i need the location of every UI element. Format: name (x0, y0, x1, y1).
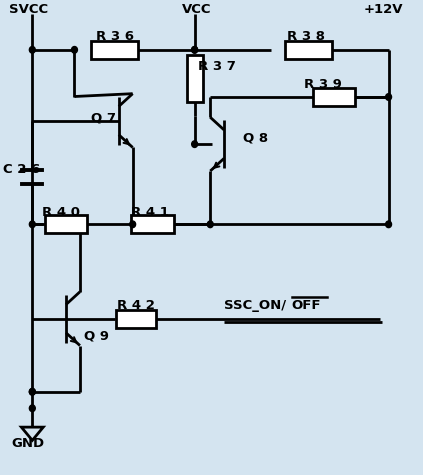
Text: +12V: +12V (363, 3, 403, 16)
Bar (187, 55, 203, 102)
Circle shape (192, 141, 198, 147)
Circle shape (192, 47, 198, 53)
Text: R 4 2: R 4 2 (117, 299, 155, 312)
Text: R 4 0: R 4 0 (42, 206, 80, 219)
Circle shape (29, 221, 35, 228)
Circle shape (29, 47, 35, 53)
Text: R 3 7: R 3 7 (198, 60, 236, 73)
Bar (132, 215, 173, 233)
Circle shape (207, 221, 213, 228)
Circle shape (130, 221, 136, 228)
Text: OFF: OFF (291, 299, 321, 312)
Bar (115, 310, 156, 328)
Circle shape (29, 405, 35, 411)
Circle shape (29, 389, 35, 395)
Circle shape (29, 389, 35, 395)
Text: R 3 9: R 3 9 (304, 77, 342, 91)
Text: R 4 1: R 4 1 (131, 206, 168, 219)
Text: VCC: VCC (182, 3, 212, 16)
Circle shape (386, 221, 392, 228)
Text: Q 8: Q 8 (243, 132, 268, 145)
Circle shape (192, 47, 198, 53)
Bar (91, 41, 138, 59)
Bar (313, 88, 355, 106)
Text: Q 7: Q 7 (91, 112, 116, 124)
Bar (285, 41, 332, 59)
Text: GND: GND (11, 437, 44, 450)
Text: SSC_ON/: SSC_ON/ (224, 299, 286, 312)
Circle shape (71, 47, 77, 53)
Text: C 2 6: C 2 6 (3, 163, 40, 176)
Circle shape (386, 94, 392, 100)
Text: R 3 8: R 3 8 (287, 30, 325, 43)
Text: SVCC: SVCC (9, 3, 48, 16)
Text: Q 9: Q 9 (84, 329, 109, 342)
Text: R 3 6: R 3 6 (96, 30, 134, 43)
Bar (45, 215, 87, 233)
